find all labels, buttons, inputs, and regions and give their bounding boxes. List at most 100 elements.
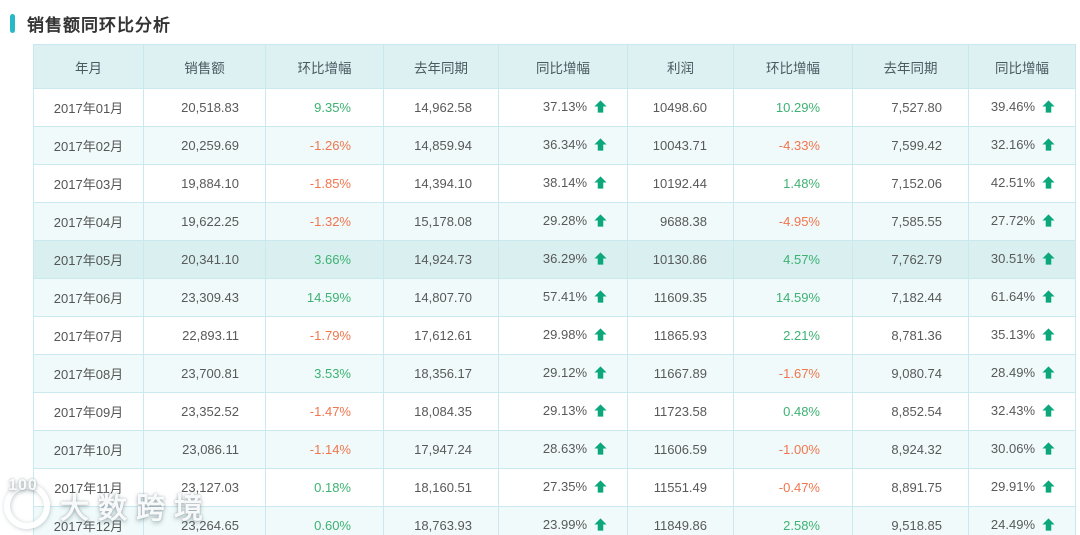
sales_ly-cell: 15,178.08 [383, 202, 499, 241]
yoy-value: 38.14% [542, 175, 587, 190]
yoy-value: 36.34% [542, 137, 587, 152]
sales-cell: 23,127.03 [143, 468, 266, 507]
up-arrow-icon [594, 176, 607, 192]
table-row[interactable]: 2017年10月 23,086.11 -1.14% 17,947.24 28.63% 11… [33, 430, 1076, 469]
sales_yoy-cell: 37.13% [498, 88, 628, 127]
profit-cell: 11551.49 [627, 468, 734, 507]
sales_ly-cell: 17,612.61 [383, 316, 499, 355]
table-row[interactable]: 2017年07月 22,893.11 -1.79% 17,612.61 29.98% 11… [33, 316, 1076, 355]
profit-cell: 11723.58 [627, 392, 734, 431]
table-row[interactable]: 2017年08月 23,700.81 3.53% 18,356.17 29.12% 116… [33, 354, 1076, 393]
table-row[interactable]: 2017年03月 19,884.10 -1.85% 14,394.10 38.14% 10… [33, 164, 1076, 203]
sales-cell: 20,341.10 [143, 240, 266, 279]
profit-cell: 10043.71 [627, 126, 734, 165]
yoy-value: 39.46% [990, 99, 1035, 114]
yoy-value: 42.51% [990, 175, 1035, 190]
yoy-value: 35.13% [990, 327, 1035, 342]
sales_mom-cell: -1.79% [265, 316, 384, 355]
sales_ly-cell: 14,962.58 [383, 88, 499, 127]
profit-cell: 11865.93 [627, 316, 734, 355]
sales-cell: 23,086.11 [143, 430, 266, 469]
profit_mom-cell: 4.57% [733, 240, 853, 279]
up-arrow-icon [594, 290, 607, 306]
sales_mom-cell: 3.66% [265, 240, 384, 279]
profit_yoy-cell: 27.72% [968, 202, 1076, 241]
up-arrow-icon [594, 328, 607, 344]
profit_yoy-cell: 39.46% [968, 88, 1076, 127]
sales_yoy-cell: 36.29% [498, 240, 628, 279]
profit_ly-cell: 7,585.55 [852, 202, 969, 241]
profit_ly-cell: 7,182.44 [852, 278, 969, 317]
profit-cell: 11849.86 [627, 506, 734, 535]
column-header-sales_mom: 环比增幅 [265, 44, 384, 89]
profit-cell: 10130.86 [627, 240, 734, 279]
title-accent-bar [10, 13, 15, 33]
profit_mom-cell: -0.47% [733, 468, 853, 507]
profit_mom-cell: 14.59% [733, 278, 853, 317]
sales_ly-cell: 14,859.94 [383, 126, 499, 165]
profit_mom-cell: 0.48% [733, 392, 853, 431]
table-row[interactable]: 2017年02月 20,259.69 -1.26% 14,859.94 36.34% 10… [33, 126, 1076, 165]
profit_yoy-cell: 28.49% [968, 354, 1076, 393]
profit-cell: 11609.35 [627, 278, 734, 317]
sales_yoy-cell: 23.99% [498, 506, 628, 535]
table-row[interactable]: 2017年01月 20,518.83 9.35% 14,962.58 37.13% 104… [33, 88, 1076, 127]
column-header-profit_mom: 环比增幅 [733, 44, 853, 89]
profit_mom-cell: 10.29% [733, 88, 853, 127]
up-arrow-icon [1042, 480, 1055, 496]
page-title: 销售额同环比分析 [27, 15, 171, 35]
column-header-sales_ly: 去年同期 [383, 44, 499, 89]
sales-cell: 19,622.25 [143, 202, 266, 241]
up-arrow-icon [1042, 328, 1055, 344]
month-cell: 2017年02月 [33, 126, 144, 165]
yoy-value: 27.72% [990, 213, 1035, 228]
sales_mom-cell: 0.60% [265, 506, 384, 535]
profit_mom-cell: -1.00% [733, 430, 853, 469]
table-container: 年月 销售额 环比增幅 去年同期 同比增幅 利润 环比增幅 去年同期 同比增幅 2017年01月… [33, 44, 1076, 535]
sales_ly-cell: 14,394.10 [383, 164, 499, 203]
up-arrow-icon [1042, 176, 1055, 192]
yoy-value: 27.35% [542, 479, 587, 494]
analysis-table: 年月 销售额 环比增幅 去年同期 同比增幅 利润 环比增幅 去年同期 同比增幅 2017年01月… [33, 44, 1076, 535]
table-row[interactable]: 2017年06月 23,309.43 14.59% 14,807.70 57.41% 11… [33, 278, 1076, 317]
profit_yoy-cell: 30.51% [968, 240, 1076, 279]
profit_ly-cell: 9,080.74 [852, 354, 969, 393]
profit_ly-cell: 7,527.80 [852, 88, 969, 127]
month-cell: 2017年03月 [33, 164, 144, 203]
profit_yoy-cell: 30.06% [968, 430, 1076, 469]
table-header-row: 年月 销售额 环比增幅 去年同期 同比增幅 利润 环比增幅 去年同期 同比增幅 [33, 44, 1076, 89]
table-body: 2017年01月 20,518.83 9.35% 14,962.58 37.13% 104… [33, 88, 1076, 535]
sales_ly-cell: 18,160.51 [383, 468, 499, 507]
up-arrow-icon [594, 480, 607, 496]
table-row[interactable]: 2017年12月 23,264.65 0.60% 18,763.93 23.99% 118… [33, 506, 1076, 535]
table-row[interactable]: 2017年05月 20,341.10 3.66% 14,924.73 36.29% 101… [33, 240, 1076, 279]
sales_ly-cell: 18,084.35 [383, 392, 499, 431]
column-header-profit_ly: 去年同期 [852, 44, 969, 89]
sales_mom-cell: 0.18% [265, 468, 384, 507]
yoy-value: 29.91% [990, 479, 1035, 494]
table-row[interactable]: 2017年04月 19,622.25 -1.32% 15,178.08 29.28% 96… [33, 202, 1076, 241]
sales-cell: 22,893.11 [143, 316, 266, 355]
sales_yoy-cell: 29.98% [498, 316, 628, 355]
sales_yoy-cell: 29.28% [498, 202, 628, 241]
up-arrow-icon [1042, 366, 1055, 382]
table-row[interactable]: 2017年11月 23,127.03 0.18% 18,160.51 27.35% 115… [33, 468, 1076, 507]
profit_mom-cell: -4.95% [733, 202, 853, 241]
profit_yoy-cell: 29.91% [968, 468, 1076, 507]
profit_yoy-cell: 61.64% [968, 278, 1076, 317]
yoy-value: 30.06% [990, 441, 1035, 456]
sales-cell: 20,518.83 [143, 88, 266, 127]
sales-cell: 20,259.69 [143, 126, 266, 165]
month-cell: 2017年04月 [33, 202, 144, 241]
sales_yoy-cell: 29.13% [498, 392, 628, 431]
profit-cell: 11606.59 [627, 430, 734, 469]
table-row[interactable]: 2017年09月 23,352.52 -1.47% 18,084.35 29.13% 11… [33, 392, 1076, 431]
sales_mom-cell: -1.85% [265, 164, 384, 203]
yoy-value: 29.28% [542, 213, 587, 228]
sales_ly-cell: 14,807.70 [383, 278, 499, 317]
up-arrow-icon [1042, 252, 1055, 268]
up-arrow-icon [594, 252, 607, 268]
yoy-value: 28.49% [990, 365, 1035, 380]
sales_mom-cell: -1.26% [265, 126, 384, 165]
